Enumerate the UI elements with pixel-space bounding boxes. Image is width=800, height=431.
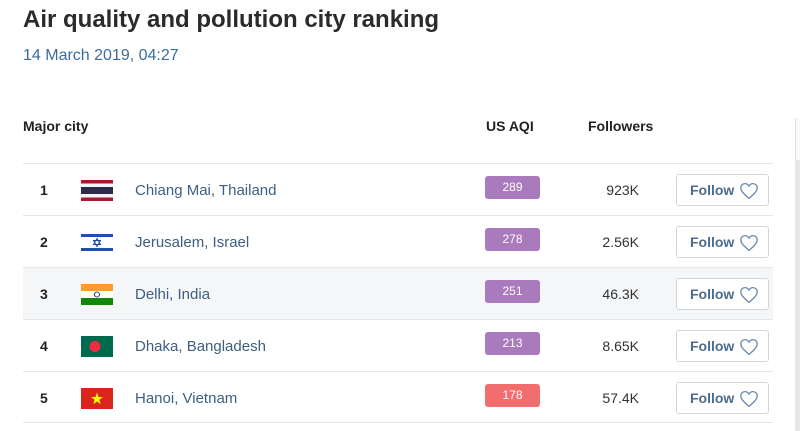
followers-count: 2.56K: [602, 234, 639, 250]
israel-flag-icon: [81, 232, 113, 253]
india-flag-icon: [81, 284, 113, 305]
table-row: 5 Hanoi, Vietnam 178 57.4K Follow: [23, 371, 773, 423]
rank-number: 2: [40, 234, 48, 250]
header-us-aqi: US AQI: [486, 118, 534, 134]
bangladesh-flag-icon: [81, 336, 113, 357]
follow-label: Follow: [690, 182, 735, 198]
table-row: 2 Jerusalem, Israel 278 2.56K Follow: [23, 215, 773, 267]
follow-button[interactable]: Follow: [676, 382, 769, 414]
thailand-flag-icon: [81, 180, 113, 201]
follow-button[interactable]: Follow: [676, 278, 769, 310]
city-link[interactable]: Hanoi, Vietnam: [135, 390, 238, 407]
aqi-badge: 178: [485, 384, 540, 407]
city-link[interactable]: Jerusalem, Israel: [135, 234, 250, 251]
followers-count: 46.3K: [602, 286, 639, 302]
city-link[interactable]: Chiang Mai, Thailand: [135, 182, 277, 199]
aqi-badge: 251: [485, 280, 540, 303]
heart-outline-icon: [740, 182, 758, 200]
follow-button[interactable]: Follow: [676, 226, 769, 258]
rank-number: 4: [40, 338, 48, 354]
heart-outline-icon: [740, 286, 758, 304]
aqi-badge: 213: [485, 332, 540, 355]
rank-number: 3: [40, 286, 48, 302]
header-major-city: Major city: [23, 118, 89, 134]
page-title: Air quality and pollution city ranking: [23, 6, 440, 33]
aqi-badge: 289: [485, 176, 540, 199]
header-followers: Followers: [588, 118, 654, 134]
city-link[interactable]: Dhaka, Bangladesh: [135, 338, 266, 355]
vietnam-flag-icon: [81, 388, 113, 409]
city-link[interactable]: Delhi, India: [135, 286, 211, 303]
follow-label: Follow: [690, 286, 735, 302]
heart-outline-icon: [740, 234, 758, 252]
followers-count: 923K: [606, 182, 639, 198]
followers-count: 57.4K: [602, 390, 639, 406]
heart-outline-icon: [740, 338, 758, 356]
table-row: 1 Chiang Mai, Thailand 289 923K Follow: [23, 163, 773, 215]
table-row: 3 Delhi, India 251 46.3K Follow: [23, 267, 773, 319]
table-row: 4 Dhaka, Bangladesh 213 8.65K Follow: [23, 319, 773, 371]
aqi-badge: 278: [485, 228, 540, 251]
follow-label: Follow: [690, 338, 735, 354]
heart-outline-icon: [740, 390, 758, 408]
follow-button[interactable]: Follow: [676, 330, 769, 362]
follow-label: Follow: [690, 390, 735, 406]
ranking-table: 1 Chiang Mai, Thailand 289 923K Follow 2: [23, 163, 773, 423]
follow-label: Follow: [690, 234, 735, 250]
followers-count: 8.65K: [602, 338, 639, 354]
side-panel-edge: [795, 118, 800, 174]
update-timestamp: 14 March 2019, 04:27: [23, 47, 179, 64]
rank-number: 1: [40, 182, 48, 198]
follow-button[interactable]: Follow: [676, 174, 769, 206]
scrollbar[interactable]: [795, 160, 800, 431]
rank-number: 5: [40, 390, 48, 406]
